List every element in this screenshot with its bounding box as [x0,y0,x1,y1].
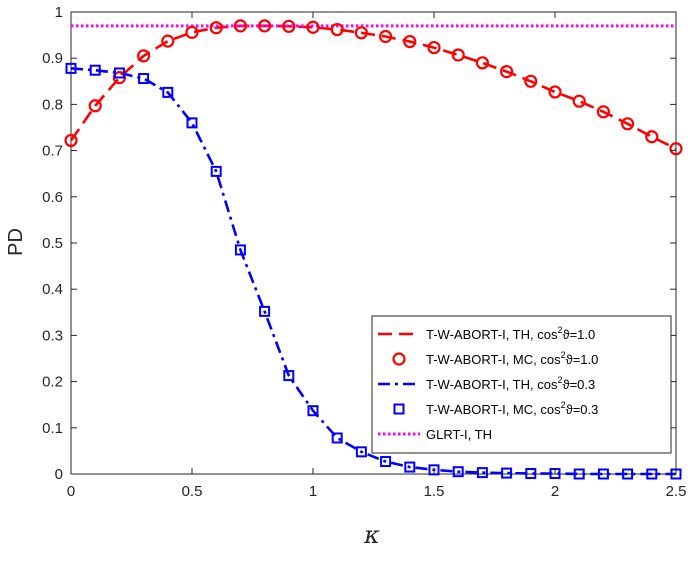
series-2-point [475,56,489,70]
series-4-point [476,467,488,479]
legend-marker-sample [393,403,405,415]
x-axis-label: κ [363,521,380,549]
series-2-point [620,117,635,131]
series-2-point [500,64,514,79]
series-4-point [162,86,174,98]
series-2-point [137,49,151,63]
y-tick-label: 0.2 [42,374,63,391]
series-2-point [209,21,223,35]
legend-entry-label: T-W-ABORT-I, MC, cos2ϑ=0.3 [426,400,598,417]
series-2-point [161,34,175,48]
series-2-point [64,133,78,148]
series-2-point [524,74,538,88]
series-2-point [403,34,417,49]
series-4-point [622,468,634,480]
y-tick-label: 0.7 [42,143,63,160]
series-2-point [427,40,441,55]
y-tick-label: 0.1 [42,420,63,437]
series-4-point [89,64,101,76]
legend-entry-label: T-W-ABORT-I, TH, cos2ϑ=0.3 [426,375,595,392]
y-tick-label: 0 [55,466,63,483]
series-4-point [259,305,271,317]
series-2-point [379,29,393,44]
series-4-point [307,405,319,417]
series-2-point [451,48,465,62]
series-4-point [646,468,658,480]
y-tick-label: 0.6 [42,189,63,206]
series-4-point [186,117,198,129]
series-2-point [185,25,199,39]
series-4-point [404,461,416,473]
series-4-point [234,244,246,256]
series-4-point [113,67,125,79]
series-4-point [428,464,440,476]
x-tick-label: 1 [309,483,317,500]
legend-entry-label: GLRT-I, TH [426,427,492,442]
series-2-point [572,94,586,108]
series-2-point [330,22,344,37]
series-2-point [354,26,368,40]
series-line-1 [69,24,677,150]
series-2-point [548,85,562,99]
series-2-point [306,20,320,34]
x-tick-label: 0 [67,483,75,500]
series-2-point [669,142,683,156]
y-tick-label: 0.5 [42,235,63,252]
legend-box [371,315,672,454]
series-2-point [596,105,611,119]
series-4-point [452,466,464,478]
y-tick-label: 0.4 [42,281,63,298]
series-4-point [65,62,77,74]
series-2-point [645,130,659,144]
series-2-point [88,99,102,113]
x-tick-label: 0.5 [182,483,203,500]
legend-entry-label: T-W-ABORT-I, MC, cos2ϑ=1.0 [426,350,598,367]
legend-marker-sample [392,352,406,366]
series-2-point [282,19,296,33]
y-axis-label: PD [5,228,27,256]
series-4-point [380,456,392,468]
series-4-point [331,432,343,444]
series-4-point [355,446,367,458]
series-2-point [233,19,247,33]
series-4-point [573,468,585,480]
series-2-point [258,19,272,33]
series-4-point [210,165,222,177]
y-tick-label: 0.8 [42,96,63,113]
series-4-point [138,73,150,85]
series-4-point [597,468,609,480]
x-tick-label: 1.5 [424,483,445,500]
y-tick-label: 0.9 [42,50,63,67]
y-tick-label: 1 [55,4,63,21]
series-4-point [501,467,513,479]
legend-entry-label: T-W-ABORT-I, TH, cos2ϑ=1.0 [426,325,595,342]
series-4-point [283,370,295,382]
x-tick-label: 2 [551,483,559,500]
y-tick-label: 0.3 [42,327,63,344]
series-4-point [525,468,537,480]
x-tick-label: 2.5 [666,483,687,500]
